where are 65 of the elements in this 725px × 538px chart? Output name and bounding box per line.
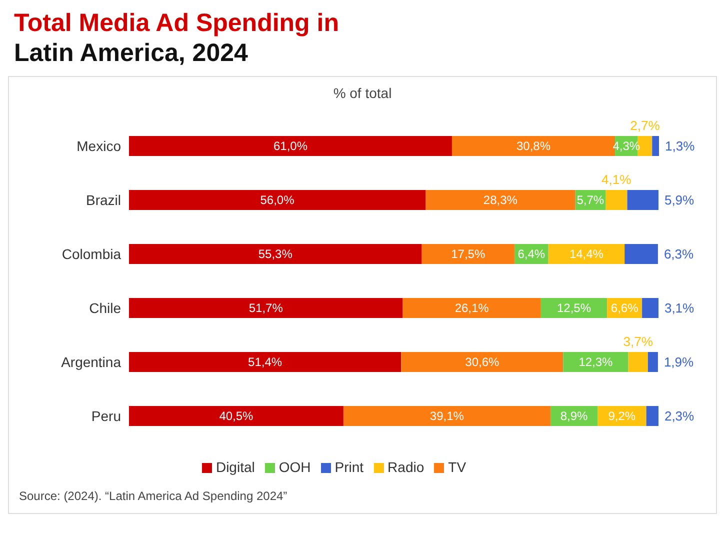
- bar: [402, 298, 541, 318]
- data-label: 12,3%: [578, 355, 614, 370]
- data-label: 2,3%: [664, 408, 695, 424]
- bar: [129, 244, 422, 264]
- data-label: 40,5%: [219, 409, 254, 424]
- data-label: 6,6%: [610, 301, 639, 316]
- data-label: 56,0%: [260, 193, 295, 208]
- data-label: 39,1%: [430, 409, 464, 424]
- bar: [563, 352, 628, 372]
- bar: [606, 190, 628, 210]
- data-label: 61,0%: [273, 139, 308, 154]
- bar: [548, 244, 625, 264]
- data-label: 12,5%: [557, 301, 592, 316]
- bar: [129, 136, 452, 156]
- data-label: 5,9%: [664, 192, 695, 208]
- y-tick-label: Colombia: [62, 246, 122, 262]
- chart-subtitle: % of total: [332, 85, 393, 101]
- legend-label: Print: [334, 459, 364, 475]
- data-label: 51,7%: [248, 301, 284, 316]
- chart-title: Total Media Ad Spending in Latin America, 2024: [14, 8, 340, 68]
- bar: [648, 352, 658, 372]
- legend-label: OOH: [278, 459, 311, 475]
- data-label: 26,1%: [454, 301, 490, 316]
- y-tick-label: Mexico: [76, 138, 122, 154]
- data-label: 8,9%: [560, 409, 588, 424]
- data-label: 3,1%: [664, 300, 695, 316]
- bar: [401, 352, 564, 372]
- data-label: 2,7%: [630, 118, 660, 133]
- bar: [646, 406, 658, 426]
- bar: [129, 190, 426, 210]
- data-label: 5,7%: [576, 193, 604, 208]
- legend-label: TV: [448, 459, 466, 475]
- y-tick-label: Chile: [89, 300, 122, 316]
- y-tick-label: Brazil: [86, 192, 121, 208]
- data-label: 51,4%: [248, 355, 282, 370]
- bar: [627, 190, 658, 210]
- y-tick-label: Peru: [91, 408, 121, 424]
- data-label: 30,6%: [465, 355, 500, 370]
- bar: [129, 352, 402, 372]
- data-label: 55,3%: [258, 247, 293, 262]
- y-tick-label: Argentina: [61, 354, 122, 370]
- data-label: 6,3%: [664, 246, 694, 262]
- source-note: Source: (2024). “Latin America Ad Spending 2024”: [18, 488, 288, 505]
- bar: [343, 406, 550, 426]
- data-label: 1,3%: [665, 138, 696, 154]
- bar: [129, 298, 403, 318]
- bar: [422, 244, 514, 264]
- bar: [129, 406, 344, 426]
- legend-label: Radio: [388, 459, 424, 475]
- bar: [540, 298, 608, 318]
- data-label: 17,5%: [451, 247, 486, 262]
- data-label: 4,1%: [602, 172, 632, 187]
- data-label: 28,3%: [483, 193, 518, 208]
- data-label: 9,2%: [608, 409, 636, 424]
- bar: [642, 298, 658, 318]
- data-label: 3,7%: [623, 334, 654, 349]
- bar: [426, 190, 576, 210]
- bar: [628, 352, 648, 372]
- legend-label: Digital: [216, 459, 255, 475]
- bar: [624, 244, 658, 264]
- data-label: 14,4%: [569, 247, 604, 262]
- bar: [652, 136, 659, 156]
- data-label: 6,4%: [518, 247, 546, 262]
- data-label: 1,9%: [664, 354, 694, 370]
- data-label: 30,8%: [516, 139, 551, 154]
